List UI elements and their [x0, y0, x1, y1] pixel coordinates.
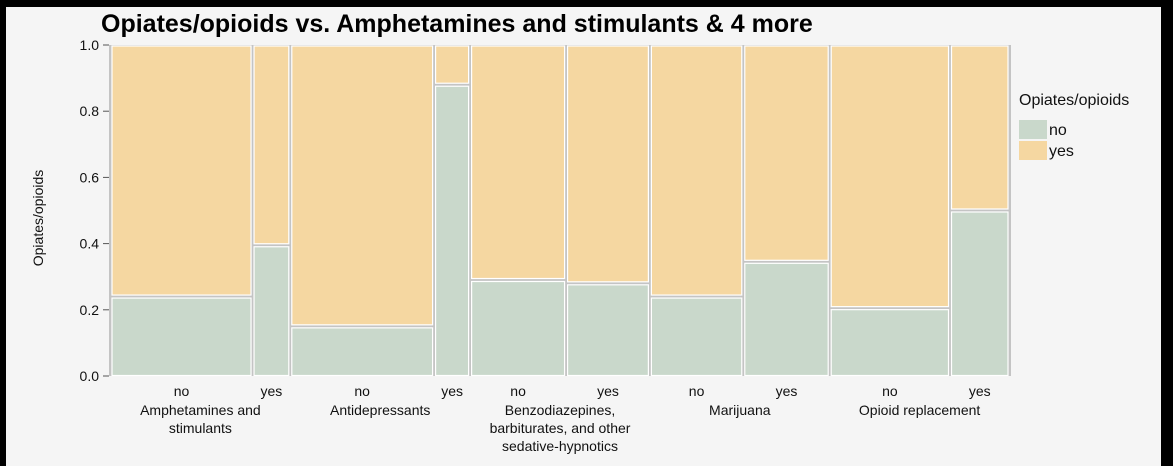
legend[interactable]: Opiates/opioids no yes: [1019, 92, 1129, 160]
x-category-label: stimulants: [169, 420, 232, 436]
mosaic-cell-yes[interactable]: [253, 45, 290, 245]
x-category-label: Opioid replacement: [859, 402, 981, 418]
mosaic-chart: Opiates/opioids vs. Amphetamines and sti…: [30, 10, 1129, 454]
mosaic-cell-yes[interactable]: [471, 45, 566, 280]
chart-title: Opiates/opioids vs. Amphetamines and sti…: [101, 10, 813, 38]
y-tick-label: 0.4: [80, 236, 100, 252]
x-category-label: barbiturates, and other: [490, 420, 631, 436]
mosaic-cell-yes[interactable]: [291, 45, 434, 326]
mosaic-cell-yes[interactable]: [950, 45, 1009, 210]
mosaic-cell-no[interactable]: [744, 262, 829, 377]
x-category-label: Amphetamines and: [140, 402, 261, 418]
mosaic-cell-no[interactable]: [291, 327, 434, 377]
y-tick-label: 0.2: [80, 302, 100, 318]
mosaic-cell-no[interactable]: [471, 280, 566, 377]
plot-area: [109, 45, 1011, 377]
mosaic-cell-no[interactable]: [830, 309, 950, 377]
x-category-label: Antidepressants: [330, 402, 430, 418]
y-tick-label: 0.8: [80, 103, 100, 119]
chart-frame: Opiates/opioids vs. Amphetamines and sti…: [6, 6, 1161, 466]
mosaic-cell-no[interactable]: [111, 297, 252, 377]
mosaic-cell-no[interactable]: [253, 246, 290, 377]
mosaic-cell-yes[interactable]: [650, 45, 743, 296]
x-category-label: Benzodiazepines,: [505, 402, 616, 418]
x-category-label: Marijuana: [709, 402, 771, 418]
legend-swatch-yes[interactable]: [1019, 141, 1047, 160]
x-tick-label: no: [882, 383, 898, 399]
x-tick-label: yes: [261, 383, 283, 399]
y-axis-title: Opiates/opioids: [30, 170, 46, 267]
y-tick-label: 1.0: [80, 37, 100, 53]
mosaic-cell-no[interactable]: [566, 284, 650, 377]
mosaic-cell-yes[interactable]: [830, 45, 950, 308]
x-tick-label: yes: [441, 383, 463, 399]
y-axis: 0.0 0.2 0.4 0.6 0.8 1.0: [80, 37, 109, 384]
legend-swatch-no[interactable]: [1019, 120, 1047, 139]
mosaic-cell-no[interactable]: [650, 297, 743, 377]
x-tick-label: yes: [597, 383, 619, 399]
mosaic-cell-yes[interactable]: [744, 45, 829, 261]
x-category-label: sedative-hypnotics: [502, 438, 618, 454]
x-tick-label: no: [354, 383, 370, 399]
mosaic-cell-yes[interactable]: [434, 45, 470, 84]
x-tick-label: no: [510, 383, 526, 399]
y-tick-label: 0.0: [80, 368, 100, 384]
legend-label-yes[interactable]: yes: [1049, 143, 1074, 160]
mosaic-cell-yes[interactable]: [111, 45, 252, 296]
x-tick-label: no: [689, 383, 705, 399]
legend-label-no[interactable]: no: [1049, 122, 1067, 139]
legend-title: Opiates/opioids: [1019, 92, 1129, 109]
mosaic-cell-no[interactable]: [434, 85, 470, 377]
x-tick-label: no: [174, 383, 190, 399]
mosaic-cell-yes[interactable]: [566, 45, 650, 283]
mosaic-cell-no[interactable]: [950, 211, 1009, 377]
y-tick-label: 0.6: [80, 169, 100, 185]
x-tick-label: yes: [969, 383, 991, 399]
x-tick-label: yes: [776, 383, 798, 399]
